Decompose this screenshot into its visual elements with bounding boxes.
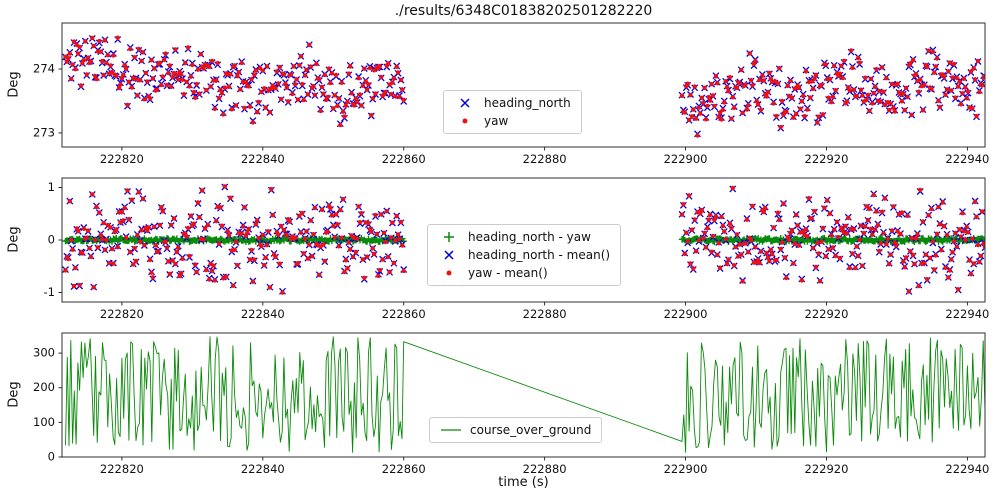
legend: course_over_ground xyxy=(429,417,603,443)
x-tick-label: 222860 xyxy=(382,152,426,166)
x-tick-label: 222840 xyxy=(241,307,285,321)
y-tick-label: 0 xyxy=(48,233,55,247)
axes-frame xyxy=(61,332,986,458)
figure-title: ./results/6348C01838202501282220 xyxy=(394,3,653,19)
y-tick-label: 273 xyxy=(33,125,55,139)
dot-marker-icon xyxy=(438,266,460,280)
y-tick-label: -1 xyxy=(44,285,55,299)
legend-item: yaw xyxy=(454,114,571,128)
yaw-markers xyxy=(63,35,985,138)
legend-item: heading_north xyxy=(454,96,571,110)
y-tick-label: 100 xyxy=(33,415,55,429)
x-tick-label: 222860 xyxy=(382,307,426,321)
x-tick-label: 222840 xyxy=(241,462,285,476)
legend-item: heading_north - yaw xyxy=(438,230,610,244)
x-tick-label: 222900 xyxy=(664,462,708,476)
line-marker-icon xyxy=(440,423,462,437)
x-tick-label: 222880 xyxy=(523,152,567,166)
x-tick-label: 222880 xyxy=(523,462,567,476)
x-tick-label: 222820 xyxy=(100,307,144,321)
series-group xyxy=(65,336,985,453)
x-tick-label: 222900 xyxy=(664,152,708,166)
x-tick-label: 222900 xyxy=(664,307,708,321)
legend-item: course_over_ground xyxy=(440,423,591,437)
legend-label: course_over_ground xyxy=(470,423,592,437)
legend-label: yaw - mean() xyxy=(468,266,548,280)
x-tick-label: 222880 xyxy=(523,307,567,321)
course-over-ground-line xyxy=(65,336,985,453)
y-tick-label: 0 xyxy=(48,450,55,464)
x-tick-label: 222920 xyxy=(805,462,849,476)
y-tick-label: 300 xyxy=(33,346,55,360)
legend: heading_north - yaw heading_north - mean(… xyxy=(427,224,622,286)
legend-item: heading_north - mean() xyxy=(438,248,610,262)
x-tick-label: 222940 xyxy=(945,307,989,321)
series-group xyxy=(62,183,985,295)
y-tick-label: 200 xyxy=(33,380,55,394)
y-tick-label: 274 xyxy=(33,62,55,76)
x-axis-label: time (s) xyxy=(498,475,549,490)
legend-label: heading_north - yaw xyxy=(468,230,591,244)
x-tick-label: 222940 xyxy=(945,462,989,476)
legend-label: heading_north xyxy=(484,96,571,110)
x-tick-label: 222920 xyxy=(805,307,849,321)
legend-label: yaw xyxy=(484,114,509,128)
axes-frame xyxy=(61,177,986,303)
x-marker-icon xyxy=(454,96,476,110)
plus-marker-icon xyxy=(438,230,460,244)
y-tick-label: 1 xyxy=(48,180,55,194)
series-group xyxy=(62,34,985,138)
x-marker-icon xyxy=(438,248,460,262)
x-tick-label: 222920 xyxy=(805,152,849,166)
legend-label: heading_north - mean() xyxy=(468,248,611,262)
legend-item: yaw - mean() xyxy=(438,266,610,280)
x-tick-label: 222820 xyxy=(100,462,144,476)
x-tick-label: 222860 xyxy=(382,462,426,476)
axes-frame xyxy=(61,22,986,148)
x-tick-label: 222940 xyxy=(945,152,989,166)
x-tick-label: 222820 xyxy=(100,152,144,166)
dot-marker-icon xyxy=(454,114,476,128)
x-tick-label: 222840 xyxy=(241,152,285,166)
